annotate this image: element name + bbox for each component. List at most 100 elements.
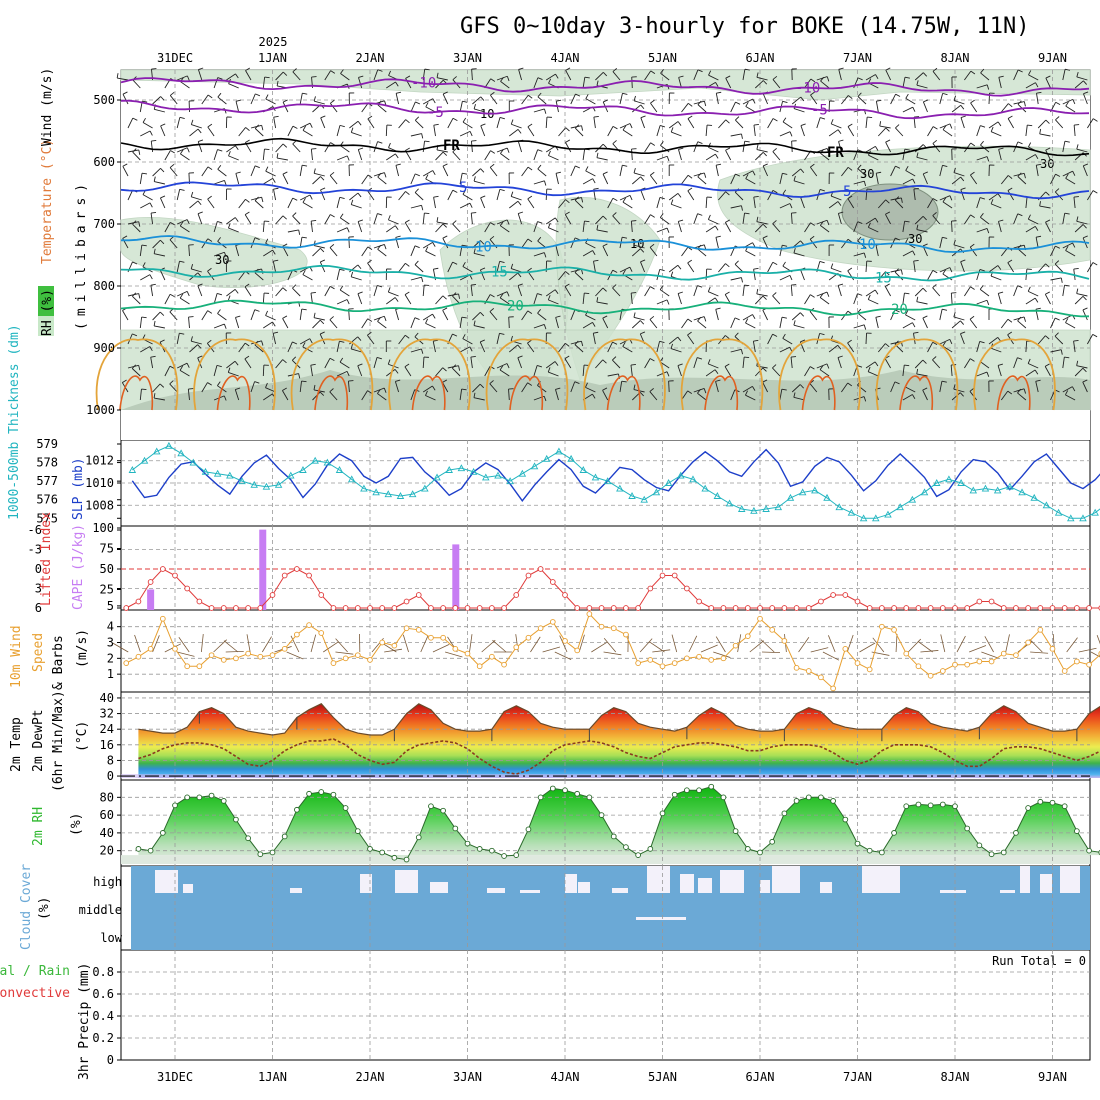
wind-barb <box>410 348 422 353</box>
wind-barb <box>548 371 559 377</box>
wind-barb-flag <box>1092 262 1098 266</box>
wind-barb <box>511 123 522 129</box>
wind-barb-flag <box>462 189 466 195</box>
wind-barb-flag <box>763 80 768 85</box>
wind-speed-marker <box>623 631 629 638</box>
li-marker <box>342 605 349 611</box>
wind-barb <box>998 221 1002 233</box>
wind-barb <box>1062 69 1066 81</box>
isotherm-label: 15 <box>491 265 508 281</box>
rh-marker <box>342 805 349 811</box>
wind-barb-flag <box>330 99 335 104</box>
wind-barb <box>377 321 387 329</box>
wind-barb <box>730 101 736 113</box>
thickness-marker <box>1030 493 1038 501</box>
thickness-marker <box>140 456 149 464</box>
wind-barb-flag <box>276 80 279 86</box>
wind-barb <box>693 141 699 153</box>
wind-barb-flag <box>207 267 212 272</box>
wind-barb-flag <box>506 76 510 82</box>
wind-barb-flag <box>179 332 185 335</box>
wind-barb-flag <box>659 213 664 218</box>
wind-barb <box>484 222 491 233</box>
wind-barb <box>1000 318 1009 329</box>
surface-barb <box>760 639 775 653</box>
surface-barb <box>940 634 946 653</box>
wind-barb-flag <box>207 238 213 242</box>
wind-barb <box>521 238 529 249</box>
surface-barb <box>810 647 829 653</box>
wind-barb <box>250 340 262 345</box>
bottom-date-7jan: 7JAN <box>843 1070 872 1084</box>
wind-barb-flag <box>207 339 212 344</box>
wind-barb-flag <box>350 271 354 277</box>
wind-barb-flag <box>169 91 175 96</box>
wind-barb <box>537 312 547 321</box>
wind-barb <box>314 100 325 105</box>
isotherm-label: 15 <box>875 270 892 286</box>
wind-barb-flag <box>1055 245 1061 249</box>
wind-barb-flag <box>346 155 350 161</box>
wind-barb-flag <box>1027 124 1033 127</box>
wind-barb <box>800 125 805 137</box>
wind-barb-flag <box>151 211 157 214</box>
wind-barb-flag <box>622 125 627 131</box>
wind-barb-flag <box>190 119 194 125</box>
wind-barb <box>188 317 190 329</box>
cloud-level-high: high <box>93 875 122 889</box>
wind-barb-flag <box>1055 173 1061 177</box>
wind-barb-flag <box>141 172 148 175</box>
wind-barb-flag <box>405 119 410 124</box>
li-marker <box>696 598 702 605</box>
wind-barb-flag <box>838 211 844 214</box>
wind-barb <box>496 147 508 153</box>
wind-barb <box>470 357 473 369</box>
wind-barb <box>433 197 436 209</box>
wind-barb <box>548 299 559 305</box>
temp-tick: 16 <box>100 738 114 752</box>
wind-barb <box>545 217 556 225</box>
wind-barb <box>668 264 679 273</box>
wind-barb-flag <box>432 98 436 104</box>
rh-marker <box>598 812 605 818</box>
wind-barb-flag <box>593 115 599 118</box>
wind-barb <box>262 364 265 377</box>
wind-speed-marker <box>964 661 971 668</box>
wind-barb-flag <box>744 356 750 359</box>
wind-barb-flag <box>543 324 547 330</box>
wind-barb-flag <box>916 80 919 86</box>
wind-barb <box>122 166 129 177</box>
wind-barb-flag <box>894 196 900 201</box>
top-date-8jan: 8JAN <box>941 51 970 65</box>
isotherm-label: 20 <box>507 299 524 315</box>
wind-barb-flag <box>756 144 759 150</box>
thickness-marker <box>152 447 161 455</box>
wind-barb <box>570 165 576 177</box>
wind-barb-flag <box>932 198 938 202</box>
wind-barb <box>276 157 288 161</box>
wind-barb <box>361 102 369 113</box>
wind-barb <box>548 227 559 233</box>
thickness-marker <box>847 508 856 516</box>
wind-barb-flag <box>612 284 617 289</box>
wind-barb <box>1013 244 1025 249</box>
wind-barb <box>939 381 943 393</box>
wind-barb <box>697 176 707 185</box>
wind-barb-flag <box>122 235 128 239</box>
wind-barb-flag <box>330 70 336 74</box>
wind-barb <box>433 125 436 137</box>
wind-barb <box>422 170 433 177</box>
wind-barb <box>473 325 485 329</box>
wind-barb <box>753 125 756 137</box>
top-date-3jan: 3JAN <box>453 51 482 65</box>
wind-barb <box>395 165 400 177</box>
wind-barb-flag <box>914 116 920 118</box>
wind-barb-flag <box>707 359 711 365</box>
wind-barb-flag <box>543 252 547 258</box>
wind-barb-flag <box>707 214 711 220</box>
li-marker <box>598 605 605 611</box>
wind-barb-flag <box>537 149 543 152</box>
wind-barb <box>857 384 867 393</box>
cloud-gap <box>155 870 178 893</box>
wind-barb-flag <box>687 187 693 192</box>
